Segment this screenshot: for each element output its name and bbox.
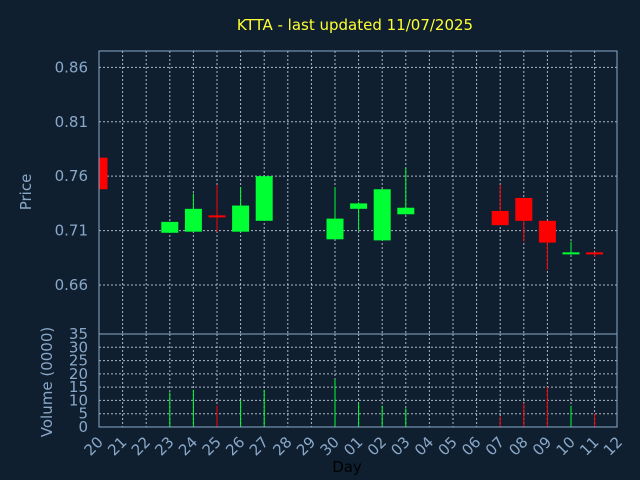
x-tick-label: 10 xyxy=(553,433,579,459)
chart-title: KTTA - last updated 11/07/2025 xyxy=(237,16,473,34)
candle-body xyxy=(99,157,108,190)
x-tick-label: 26 xyxy=(222,433,248,459)
x-tick-label: 20 xyxy=(81,433,107,459)
x-tick-label: 02 xyxy=(364,433,390,459)
volume-tick-label: 35 xyxy=(69,325,88,343)
x-tick-label: 25 xyxy=(199,433,225,459)
x-tick-label: 29 xyxy=(293,433,319,459)
candle-body xyxy=(184,208,202,232)
text-layer: 0.660.710.760.810.8605101520253035202122… xyxy=(55,58,626,459)
x-tick-label: 27 xyxy=(246,433,272,459)
x-tick-label: 01 xyxy=(340,433,366,459)
volume-tick-label: 10 xyxy=(69,391,88,409)
volume-tick-label: 0 xyxy=(78,418,88,436)
x-tick-label: 07 xyxy=(482,433,508,459)
price-tick-label: 0.66 xyxy=(55,276,88,294)
x-tick-label: 30 xyxy=(317,433,343,459)
x-tick-label: 24 xyxy=(175,433,201,459)
x-tick-label: 06 xyxy=(458,433,484,459)
price-axis-label: Price xyxy=(17,174,35,211)
candle-body xyxy=(491,211,509,226)
price-tick-label: 0.76 xyxy=(55,167,88,185)
price-tick-label: 0.86 xyxy=(55,58,88,76)
candle-body xyxy=(515,197,533,221)
candle-body xyxy=(255,176,273,221)
candle-body xyxy=(562,252,580,255)
volume-panel-frame xyxy=(98,333,618,428)
candle-body xyxy=(397,207,415,215)
x-axis-label: Day xyxy=(332,458,362,476)
volume-tick-label: 20 xyxy=(69,365,88,383)
x-tick-label: 28 xyxy=(269,433,295,459)
frame-layer xyxy=(98,50,618,428)
volume-tick-label: 15 xyxy=(69,378,88,396)
marks-layer xyxy=(98,157,604,427)
volume-tick-label: 30 xyxy=(69,338,88,356)
candle-body xyxy=(350,203,368,209)
x-tick-label: 11 xyxy=(576,433,602,459)
x-tick-label: 22 xyxy=(128,433,154,459)
x-tick-label: 03 xyxy=(387,433,413,459)
x-tick-label: 05 xyxy=(435,433,461,459)
candle-body xyxy=(538,220,556,243)
candle-body xyxy=(326,218,344,240)
candle-body xyxy=(586,252,604,255)
price-tick-label: 0.81 xyxy=(55,113,88,131)
price-tick-label: 0.71 xyxy=(55,222,88,240)
x-tick-label: 23 xyxy=(151,433,177,459)
volume-tick-label: 5 xyxy=(78,405,88,423)
candle-body xyxy=(161,221,179,233)
x-tick-label: 09 xyxy=(529,433,555,459)
candle-body xyxy=(208,215,226,218)
volume-tick-label: 25 xyxy=(69,352,88,370)
x-tick-label: 12 xyxy=(600,433,626,459)
x-tick-label: 04 xyxy=(411,433,437,459)
candle-body xyxy=(232,205,250,232)
candle-body xyxy=(373,189,391,241)
x-tick-label: 08 xyxy=(505,433,531,459)
x-tick-label: 21 xyxy=(104,433,130,459)
volume-axis-label: Volume (0000) xyxy=(38,327,56,437)
price-panel-frame xyxy=(98,50,618,335)
